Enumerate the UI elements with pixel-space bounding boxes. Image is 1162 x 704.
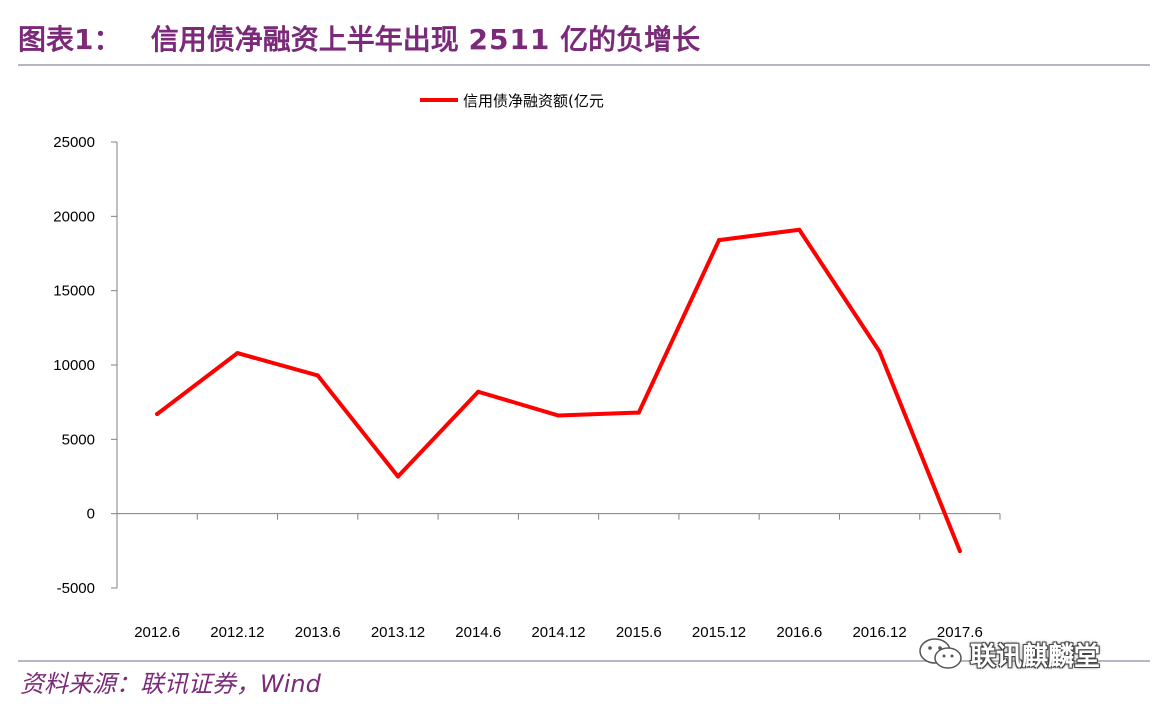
source-note: 资料来源：联讯证券，Wind — [20, 670, 321, 698]
x-tick-label: 2013.6 — [295, 624, 341, 641]
data-point — [395, 474, 400, 479]
figure-label: 图表1： — [18, 23, 122, 56]
x-tick-label: 2015.6 — [616, 624, 662, 641]
data-point — [877, 349, 882, 354]
y-tick-label: 15000 — [53, 283, 95, 300]
title-text-post: 亿的负增长 — [550, 23, 701, 56]
footer-divider — [18, 660, 1150, 662]
x-tick-label: 2015.12 — [692, 624, 746, 641]
data-point — [556, 413, 561, 418]
y-tick-label: 10000 — [53, 357, 95, 374]
figure-title: 图表1： 信用债净融资上半年出现 2511 亿的负增长 — [18, 18, 700, 62]
title-text-pre: 信用债净融资上半年出现 — [150, 23, 469, 56]
legend-label: 信用债净融资额(亿元 — [463, 92, 604, 110]
x-tick-label: 2014.6 — [455, 624, 501, 641]
data-point — [797, 227, 802, 232]
y-tick-label: -5000 — [57, 580, 95, 597]
x-tick-label: 2016.12 — [852, 624, 906, 641]
wechat-icon — [919, 638, 962, 669]
x-tick-label: 2016.6 — [776, 624, 822, 641]
x-tick-label: 2013.12 — [371, 624, 425, 641]
y-tick-label: 20000 — [53, 208, 95, 225]
series-line — [155, 227, 962, 553]
data-point — [155, 412, 160, 417]
chart-series — [155, 227, 962, 553]
data-point — [476, 389, 481, 394]
data-point — [957, 548, 962, 553]
watermark-text: 联讯麒麟堂 — [970, 641, 1101, 672]
watermark: 联讯麒麟堂 — [918, 634, 1100, 674]
legend: 信用债净融资额(亿元 — [420, 92, 604, 110]
chart-axes: -5000 0 5000 10000 15000 20000 25000 2012.6 2012… — [53, 134, 1001, 641]
y-tick-label: 5000 — [62, 431, 95, 448]
x-tick-label: 2012.6 — [134, 624, 180, 641]
header-divider — [18, 64, 1150, 66]
y-tick-label: 25000 — [53, 134, 95, 151]
line-chart: 信用债净融资额(亿元 -5000 0 5000 10000 15000 20000 2500… — [53, 92, 1001, 641]
data-point — [636, 410, 641, 415]
y-tick-label: 0 — [87, 506, 95, 523]
x-tick-label: 2014.12 — [531, 624, 585, 641]
data-point — [315, 373, 320, 378]
x-tick-label: 2017.6 — [937, 624, 983, 641]
data-point — [235, 351, 240, 356]
x-tick-label: 2012.12 — [210, 624, 264, 641]
data-point — [717, 238, 722, 243]
title-number: 2511 — [468, 23, 551, 56]
